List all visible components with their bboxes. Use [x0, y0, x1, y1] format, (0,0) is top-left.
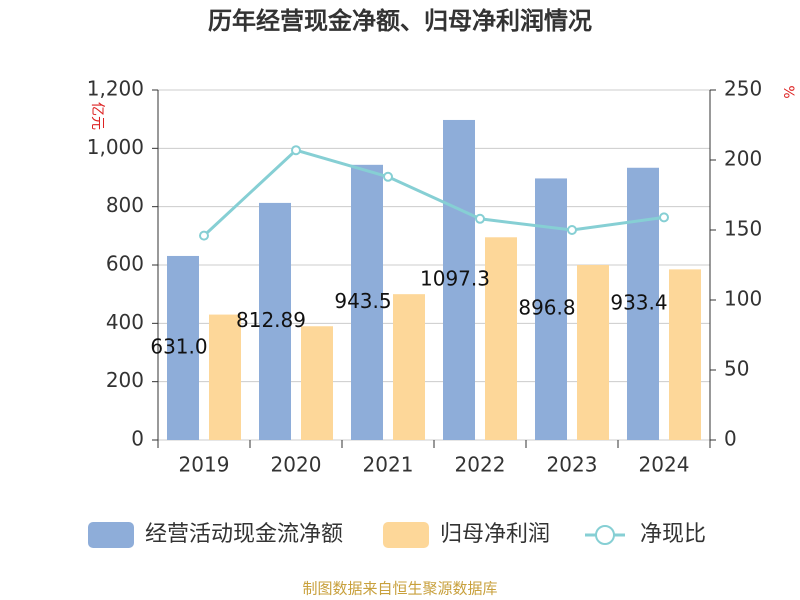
bar	[259, 202, 291, 440]
line-point	[567, 225, 577, 235]
legend-swatch	[595, 525, 615, 545]
y-tick-label: 1,200	[87, 77, 144, 101]
y-tick-label: 1,000	[87, 135, 144, 159]
y2-axis-label: %	[780, 85, 796, 98]
x-tick-label: 2022	[455, 453, 506, 477]
data-label: 896.8	[518, 296, 575, 320]
bar	[209, 314, 241, 440]
line-point	[199, 230, 209, 241]
bar	[535, 178, 567, 440]
bar	[669, 269, 701, 440]
x-tick-label: 2023	[547, 453, 598, 477]
bar	[167, 255, 199, 440]
x-tick-label: 2019	[179, 453, 230, 477]
bar	[485, 237, 517, 440]
y2-tick-label: 50	[724, 357, 749, 381]
x-tick-label: 2020	[271, 453, 322, 477]
source-note: 制图数据来自恒生聚源数据库	[302, 580, 497, 598]
y2-tick-label: 200	[724, 147, 762, 171]
legend-label: 净现比	[640, 522, 706, 547]
bar	[627, 167, 659, 440]
y-tick-label: 200	[106, 368, 144, 392]
y-tick-label: 0	[131, 427, 144, 451]
y-axis-label: 亿元	[89, 102, 105, 130]
y2-tick-label: 150	[724, 217, 762, 241]
line-point	[659, 212, 669, 223]
bar	[577, 265, 609, 440]
y-tick-label: 400	[106, 310, 144, 334]
line-point	[475, 213, 485, 224]
data-label: 631.0	[150, 334, 207, 358]
data-label: 943.5	[334, 289, 391, 313]
bar	[393, 294, 425, 440]
bar	[301, 326, 333, 440]
y-tick-label: 800	[106, 193, 144, 217]
data-label: 1097.3	[420, 266, 490, 290]
data-label: 933.4	[610, 290, 667, 314]
x-tick-label: 2021	[363, 453, 414, 477]
bar	[351, 164, 383, 440]
bar	[443, 119, 475, 441]
line-point	[383, 171, 393, 182]
y-tick-label: 600	[106, 252, 144, 276]
y2-tick-label: 250	[724, 77, 762, 101]
legend-swatch	[88, 522, 134, 548]
chart-title: 历年经营现金净额、归母净利润情况	[208, 7, 592, 35]
data-label: 812.89	[236, 308, 306, 332]
x-tick-label: 2024	[639, 453, 690, 477]
legend-swatch	[383, 522, 429, 548]
legend-label: 归母净利润	[440, 522, 550, 547]
y2-tick-label: 0	[724, 427, 737, 451]
line-point	[291, 145, 301, 156]
line	[202, 148, 665, 237]
legend-label: 经营活动现金流净额	[145, 522, 343, 547]
y2-tick-label: 100	[724, 287, 762, 311]
